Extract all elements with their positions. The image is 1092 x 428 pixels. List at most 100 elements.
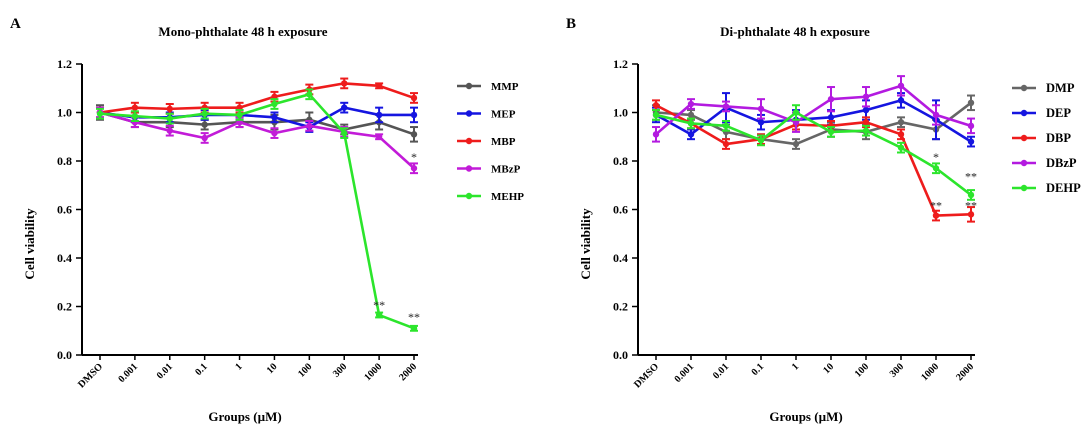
x-tick-label: 1000	[919, 361, 941, 383]
data-point	[341, 104, 348, 111]
data-point	[897, 119, 905, 126]
panel-b-plot: 0.0 0.2 0.4 0.6 0.8 1.0 1.2 DMSO 0.001 0.01 0.1 1 10…	[613, 57, 977, 390]
legend-label: DEP	[1046, 106, 1071, 120]
series-line	[99, 111, 415, 170]
data-point	[687, 100, 695, 108]
series-mehp	[96, 88, 418, 332]
legend-item: DEP	[1012, 106, 1071, 120]
data-point	[757, 105, 765, 113]
significance-marker: **	[965, 169, 977, 183]
data-point	[375, 111, 383, 119]
y-tick-label: 0.0	[613, 348, 628, 362]
legend-label: MBP	[491, 136, 516, 148]
data-point	[652, 111, 660, 119]
x-tick-label: 0.001	[672, 361, 696, 385]
data-point	[932, 165, 940, 172]
y-tick-label: 0.8	[57, 154, 72, 168]
significance-marker: **	[965, 199, 977, 213]
series-dehp	[652, 104, 975, 201]
series-line	[655, 111, 972, 196]
data-point	[131, 104, 139, 111]
series-line	[99, 82, 415, 114]
y-tick-label: 0.6	[613, 203, 628, 217]
panel-a: A Mono-phthalate 48 h exposure Cell viab…	[10, 16, 524, 424]
legend-item: DBzP	[1012, 156, 1077, 170]
data-point	[201, 121, 208, 128]
data-point	[897, 144, 905, 151]
legend-item: MBzP	[457, 164, 521, 176]
data-point	[271, 114, 278, 121]
data-point	[827, 114, 835, 121]
panel-a-plot: 0.0 0.2 0.4 0.6 0.8 1.0 1.2 DMSO 0.001 0.01 0.1 1 10…	[57, 57, 420, 390]
series-line	[655, 84, 972, 136]
panel-b-legend: DMP DEP DBP DBzP DEHP	[1012, 81, 1081, 195]
x-tick-label: 1000	[362, 361, 384, 383]
x-tick-label: 10	[265, 361, 280, 376]
legend-item: MBP	[457, 136, 516, 148]
data-point	[201, 134, 208, 142]
x-tick-label: 100	[853, 361, 871, 379]
legend-item: MEP	[457, 109, 516, 121]
x-tick-label: 1	[233, 361, 244, 372]
legend-swatch-marker	[1020, 159, 1028, 167]
data-point	[306, 91, 313, 98]
significance-marker: *	[411, 150, 417, 164]
data-point	[862, 127, 870, 134]
series-line	[655, 104, 972, 217]
data-point	[341, 129, 348, 137]
legend-item: DBP	[1012, 131, 1071, 145]
series-line	[655, 99, 972, 143]
legend-label: MEP	[491, 109, 516, 121]
data-point	[410, 131, 418, 138]
data-point	[166, 115, 173, 122]
data-point	[201, 110, 208, 117]
x-tick-label: 300	[888, 361, 906, 379]
legend-swatch-marker	[465, 137, 473, 145]
x-tick-label: 0.001	[116, 361, 140, 385]
data-point	[652, 102, 660, 109]
data-point	[410, 111, 418, 119]
y-tick-label: 1.0	[613, 106, 628, 120]
y-tick-label: 0.0	[57, 348, 72, 362]
x-tick-label: DMSO	[632, 361, 661, 390]
data-point	[862, 106, 870, 114]
panel-b-title: Di-phthalate 48 h exposure	[720, 24, 870, 39]
legend-swatch-marker	[465, 165, 473, 172]
legend-label: MBzP	[491, 164, 521, 176]
data-point	[271, 100, 278, 108]
x-tick-label: 1	[790, 361, 801, 372]
panel-b-ylabel: Cell viability	[578, 208, 593, 280]
data-point	[166, 127, 173, 134]
series-dbzp	[652, 75, 975, 143]
data-point	[410, 325, 418, 332]
data-point	[792, 140, 800, 148]
y-tick-label: 1.0	[57, 106, 72, 120]
y-tick-label: 0.2	[57, 300, 72, 314]
legend-label: DBzP	[1046, 156, 1077, 170]
legend-label: MEHP	[491, 191, 524, 203]
panel-a-ylabel: Cell viability	[22, 208, 37, 280]
legend-label: DMP	[1046, 81, 1075, 95]
data-point	[722, 122, 730, 130]
data-point	[722, 140, 730, 148]
x-tick-label: 2000	[397, 361, 419, 383]
legend-label: DEHP	[1046, 181, 1081, 195]
y-tick-label: 0.4	[57, 251, 72, 265]
data-point	[236, 111, 243, 119]
x-tick-label: 10	[821, 361, 836, 376]
data-point	[687, 131, 695, 138]
data-point	[967, 211, 975, 218]
x-tick-label: 0.1	[750, 361, 767, 378]
data-point	[967, 138, 975, 145]
data-point	[757, 119, 765, 126]
data-point	[96, 110, 104, 117]
series-line	[99, 111, 415, 136]
x-tick-label: 0.01	[711, 361, 731, 381]
y-tick-label: 0.4	[613, 251, 628, 265]
data-point	[687, 120, 695, 127]
data-point	[410, 94, 418, 102]
data-point	[897, 131, 905, 138]
legend-label: MMP	[491, 81, 519, 93]
data-point	[271, 129, 278, 137]
